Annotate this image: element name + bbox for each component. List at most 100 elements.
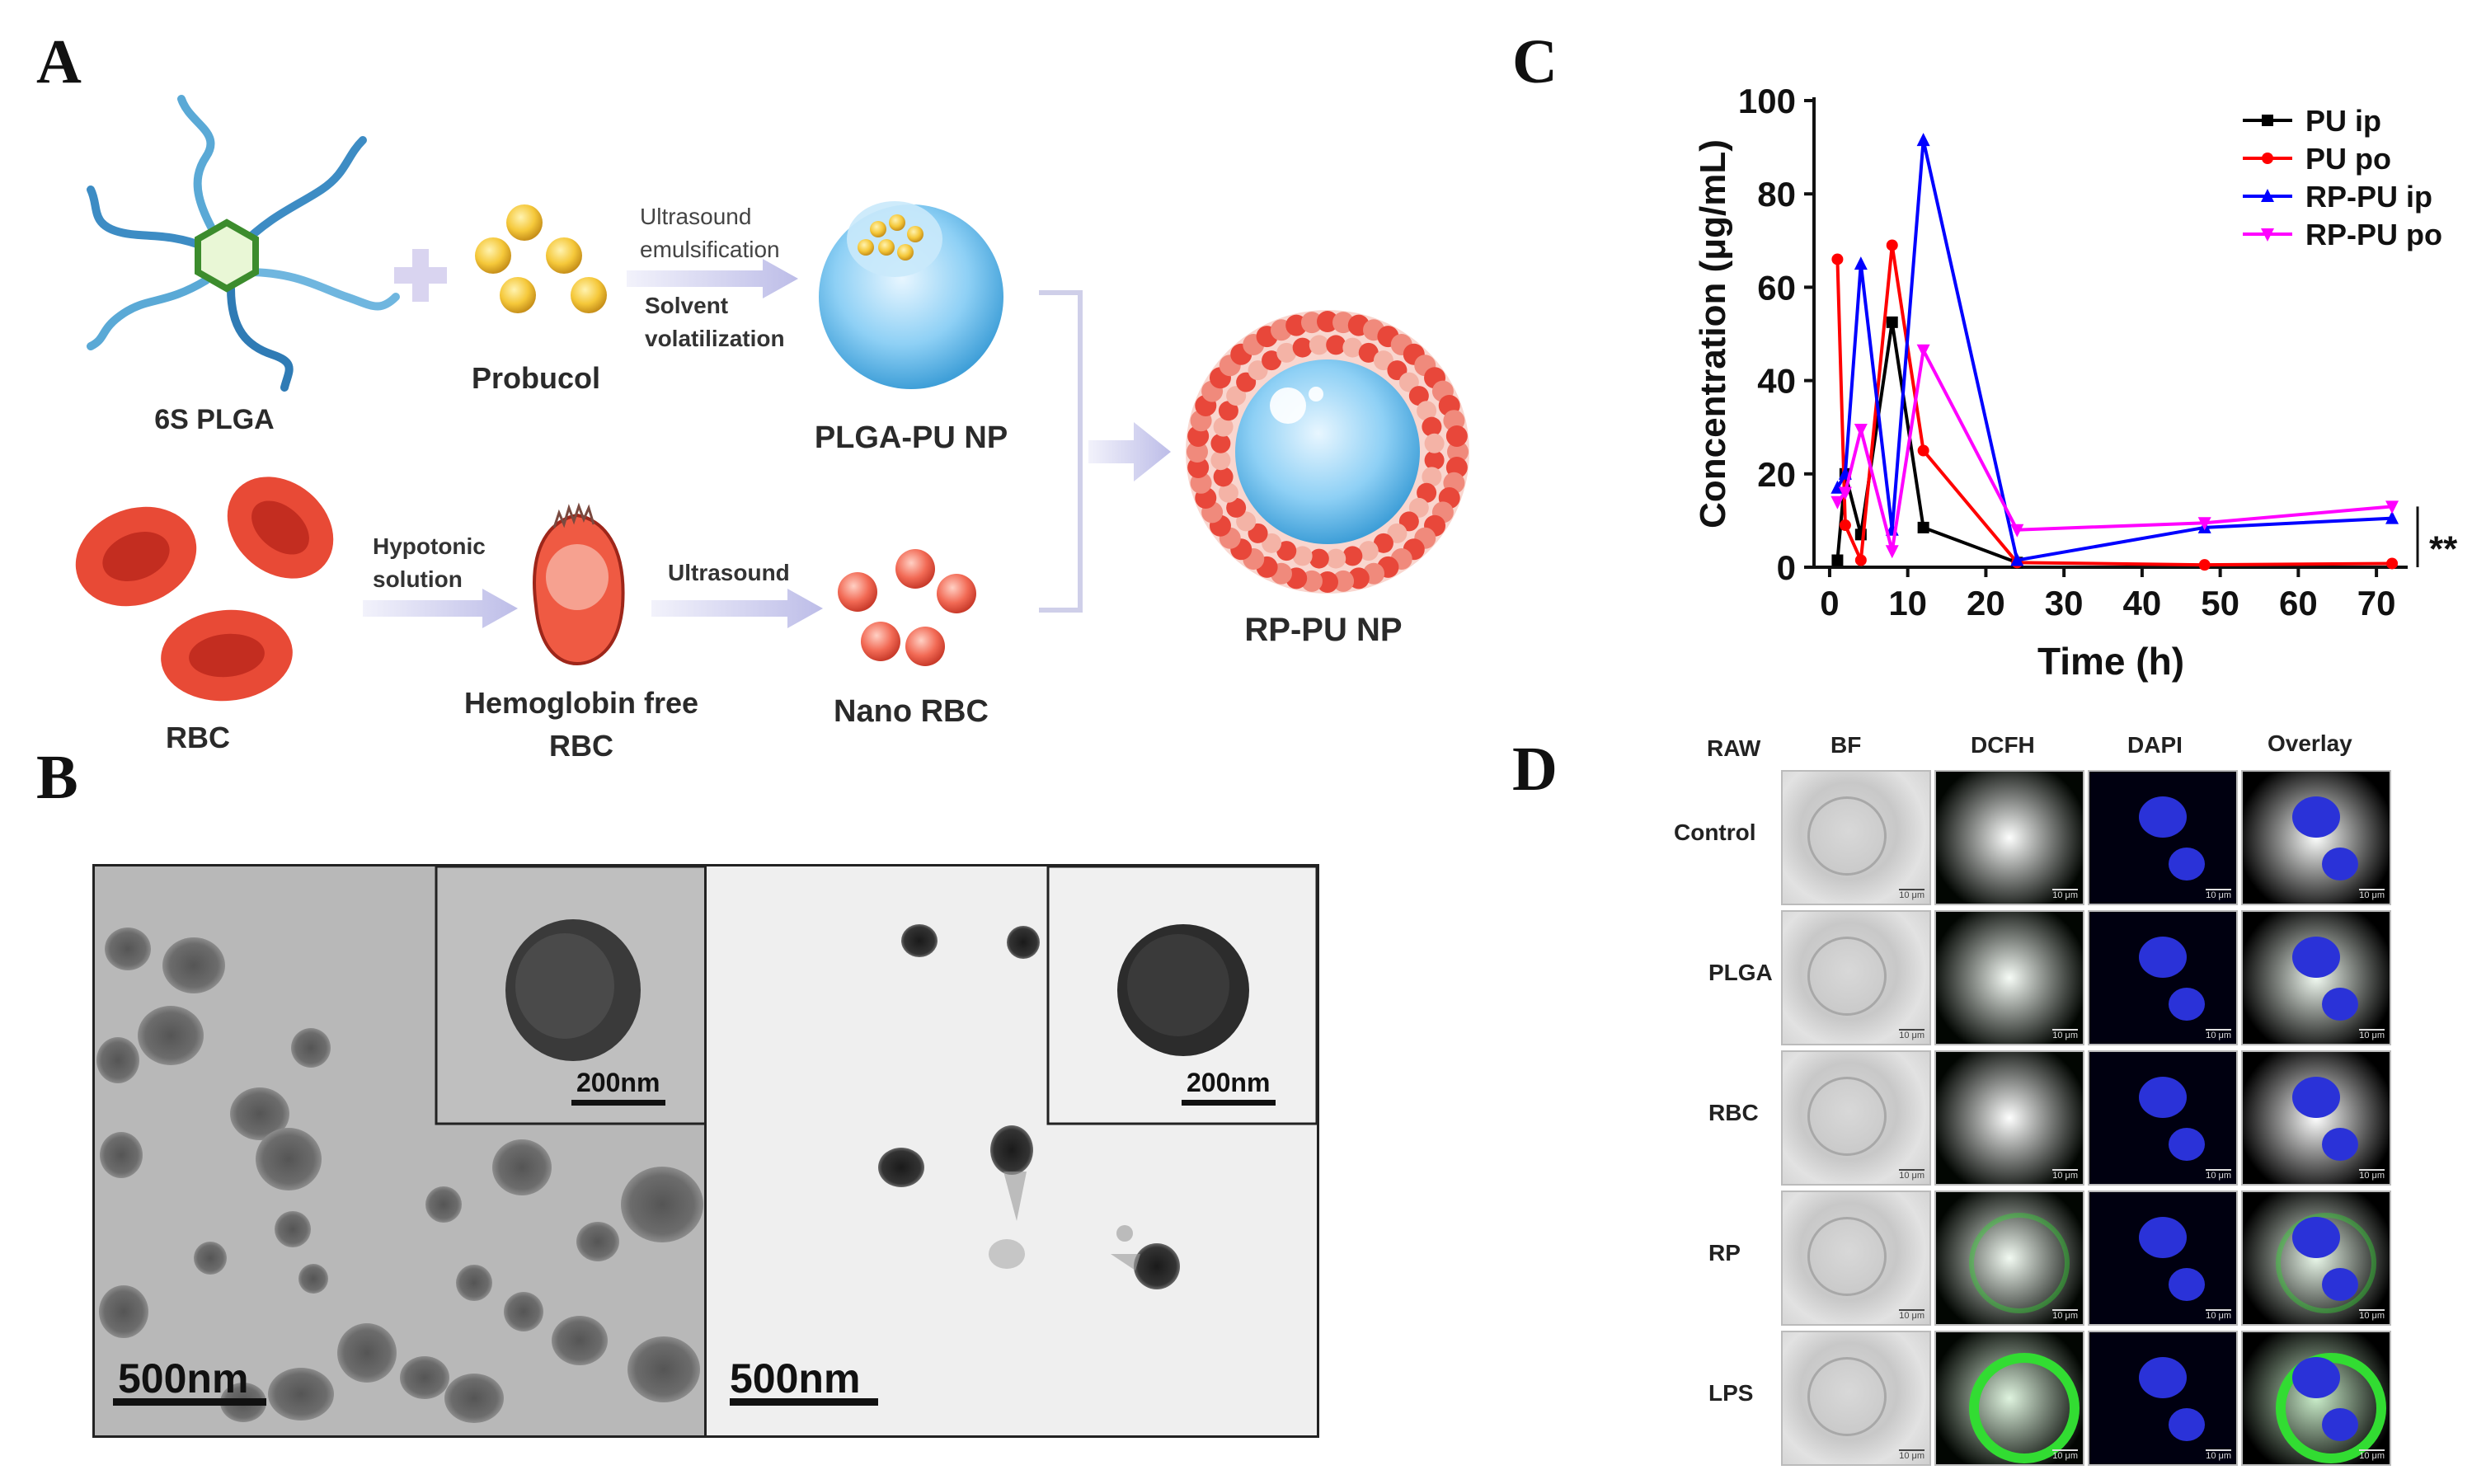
arrow-hypotonic [363,589,518,628]
membrane-bead [1424,450,1445,471]
row-label-rp: RP [1708,1240,1741,1266]
scale-bar-label: 10 μm [2206,1169,2231,1181]
image-control-bf: 10 μm [1781,770,1931,905]
panel-d-grid: RAW BF DCFH DAPI Overlay Control 10 μm 10 … [1666,717,2408,1466]
volatilization-line2: volatilization [645,326,785,351]
membrane-bead [1358,541,1379,561]
tem-left-scale-text: 500nm [118,1355,249,1402]
data-point [1886,239,1898,251]
scale-bar-label: 10 μm [2359,1169,2385,1181]
hypotonic-line1: Hypotonic [373,533,486,559]
x-tick-label: 70 [2357,584,2396,622]
scale-bar-label: 10 μm [1899,1169,1924,1181]
arrow-ultrasound [651,589,823,628]
legend-label: RP-PU ip [2305,180,2432,214]
scale-bar-label: 10 μm [2052,1029,2078,1040]
tem-right-particles [707,866,1317,1435]
rbc-graphic [75,477,334,702]
tem-image-left: 500nm 200nm [92,864,709,1438]
arrow-emulsification [627,259,798,298]
image-rbc-bf: 10 μm [1781,1050,1931,1186]
scale-bar-label: 10 μm [2359,1029,2385,1040]
panel-letter-a: A [36,27,82,96]
membrane-bead [1248,360,1268,381]
hemoglobin-free-rbc-graphic [533,502,625,666]
schematic-drawing [75,95,1469,702]
membrane-bead [1292,337,1313,358]
data-point [2010,552,2024,566]
row-label-lps: LPS [1708,1380,1754,1406]
image-plga-dcfh: 10 μm [1934,910,2084,1045]
membrane-bead [1424,433,1445,453]
volatilization-line1: Solvent [645,293,729,318]
membrane-bead [1317,571,1338,593]
data-point [1839,519,1851,532]
data-point [1831,554,1844,566]
image-control-overlay: 10 μm [2241,770,2391,905]
x-tick-label: 20 [1967,584,2005,622]
panel-letter-d: D [1512,735,1558,804]
data-point [2198,559,2211,571]
data-point [2197,517,2211,531]
data-point [2261,228,2274,242]
x-tick-label: 40 [2123,584,2162,622]
nano-rbc-graphic [838,549,976,666]
x-tick-label: 30 [2045,584,2084,622]
rp-pu-np-graphic [1186,310,1469,594]
series-rp-pu-po [1831,344,2399,559]
plga-pu-np-label: PLGA-PU NP [814,420,1008,455]
image-plga-overlay: 10 μm [2241,910,2391,1045]
data-point [1854,554,1867,566]
image-control-dcfh: 10 μm [1934,770,2084,905]
image-rbc-dapi: 10 μm [2088,1050,2238,1186]
image-rp-dapi: 10 μm [2088,1190,2238,1326]
rp-pu-np-label: RP-PU NP [1244,612,1403,648]
scale-bar-label: 10 μm [1899,1449,1924,1461]
membrane-bead [1422,467,1442,487]
y-axis-label: Concentration (μg/mL) [1693,139,1733,528]
plga-label: 6S PLGA [154,404,275,435]
series-line [1835,139,2393,562]
series-line [1835,345,2393,552]
data-point [2385,500,2399,514]
scale-bar-label: 10 μm [2052,1449,2078,1461]
membrane-bead [1408,386,1429,406]
x-tick-label: 10 [1888,584,1927,622]
legend-label: PU po [2305,142,2391,176]
col-header-overlay: Overlay [2268,730,2352,756]
image-rp-bf: 10 μm [1781,1190,1931,1326]
data-point [1831,495,1845,510]
membrane-bead [1387,523,1408,543]
membrane-bead [1210,433,1231,453]
data-point [1917,521,1929,533]
plga-polymer-graphic [87,95,400,392]
scale-bar-label: 10 μm [2359,1449,2385,1461]
image-rbc-dcfh: 10 μm [1934,1050,2084,1186]
y-tick-label: 0 [1777,548,1796,587]
membrane-bead [1292,546,1313,566]
emulsification-line2: emulsification [640,237,780,262]
scale-bar-label: 10 μm [2359,889,2385,900]
data-point [1917,444,1929,457]
data-point [1916,133,1930,147]
y-tick-label: 100 [1738,82,1796,120]
scale-bar-label: 10 μm [2052,889,2078,900]
col-header-dcfh: DCFH [1971,732,2035,758]
membrane-bead [1218,401,1238,421]
legend-label: RP-PU po [2305,218,2442,251]
tem-right-inset-scale-text: 200nm [1187,1068,1271,1097]
plga-pu-np-graphic [819,201,1003,389]
membrane-bead [1276,342,1297,363]
membrane-bead [1358,342,1379,363]
nano-rbc-label: Nano RBC [834,694,989,729]
membrane-bead [1326,335,1346,355]
data-point [1838,486,1852,500]
row-label-plga: PLGA [1708,960,1773,985]
x-tick-label: 60 [2279,584,2318,622]
hypotonic-line2: solution [373,566,463,592]
probucol-label: Probucol [471,361,600,395]
scale-bar-label: 10 μm [2206,1309,2231,1321]
merge-bracket [1039,290,1083,613]
image-rbc-overlay: 10 μm [2241,1050,2391,1186]
significance-marker: ** [2429,529,2458,570]
